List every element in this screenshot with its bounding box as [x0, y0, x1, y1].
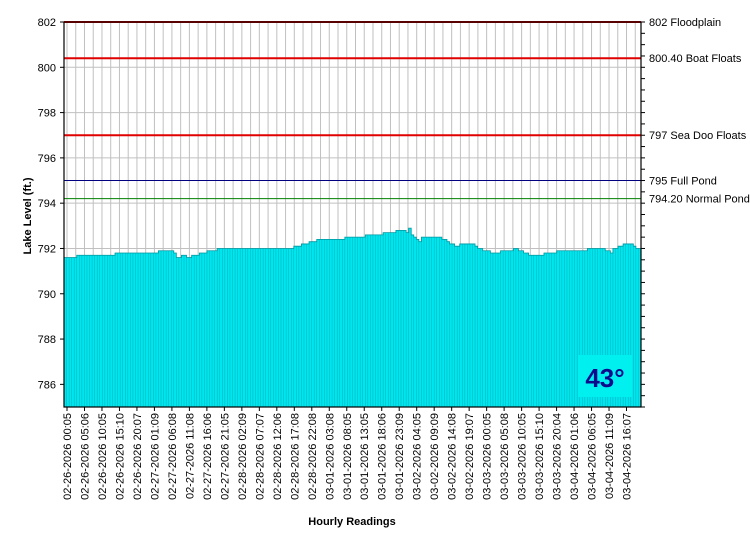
x-tick-label: 03-02-2026 09:09 [429, 413, 441, 500]
x-tick-label: 02-26-2026 05:06 [79, 413, 91, 500]
x-tick-label: 03-03-2026 05:08 [499, 413, 511, 500]
x-tick-label: 03-01-2026 18:06 [377, 413, 389, 500]
x-tick-label: 03-01-2026 03:08 [324, 413, 336, 500]
y-tick-label: 794 [38, 198, 56, 210]
x-tick-label: 03-03-2026 10:05 [517, 413, 529, 500]
y-axis-title: Lake Level (ft.) [22, 177, 34, 254]
x-tick-label: 02-26-2026 20:07 [132, 413, 144, 500]
x-axis-ticks: 02-26-2026 00:05 02-26-2026 05:06 02-26-20… [62, 407, 634, 500]
x-tick-label: 03-03-2026 20:04 [552, 413, 564, 500]
reference-line-label: 802 Floodplain [649, 17, 721, 29]
x-tick-label: 02-28-2026 02:09 [237, 413, 249, 500]
x-tick-label: 02-28-2026 17:08 [289, 413, 301, 500]
x-tick-label: 02-26-2026 00:05 [62, 413, 74, 500]
x-tick-label: 02-28-2026 07:07 [254, 413, 266, 500]
x-tick-label: 03-01-2026 13:05 [359, 413, 371, 500]
x-tick-label: 02-26-2026 15:10 [114, 413, 126, 500]
x-tick-label: 03-03-2026 00:05 [482, 413, 494, 500]
x-tick-label: 02-27-2026 16:06 [202, 413, 214, 500]
x-tick-label: 03-02-2026 19:07 [464, 413, 476, 500]
y-tick-label: 788 [38, 334, 56, 346]
reference-line-label: 794.20 Normal Pond [649, 194, 750, 206]
x-tick-label: 02-28-2026 12:06 [272, 413, 284, 500]
x-tick-label: 02-27-2026 01:09 [149, 413, 161, 500]
x-tick-label: 03-02-2026 14:08 [447, 413, 459, 500]
x-tick-label: 02-28-2026 22:08 [307, 413, 319, 500]
y-tick-label: 800 [38, 62, 56, 74]
y-tick-label: 796 [38, 153, 56, 165]
y-tick-label: 802 [38, 17, 56, 29]
x-tick-label: 02-27-2026 11:08 [184, 413, 196, 499]
x-tick-label: 03-01-2026 23:09 [394, 413, 406, 500]
x-tick-label: 03-03-2026 15:10 [534, 413, 546, 500]
x-tick-label: 03-02-2026 04:05 [412, 413, 424, 500]
y-tick-label: 792 [38, 243, 56, 255]
lake-level-line [64, 227, 641, 258]
temperature-badge-background [578, 355, 632, 397]
x-tick-label: 02-27-2026 21:05 [219, 413, 231, 500]
y-tick-label: 790 [38, 289, 56, 301]
x-tick-label: 03-04-2026 01:06 [569, 413, 581, 500]
x-tick-label: 03-01-2026 08:05 [342, 413, 354, 500]
x-tick-label: 02-26-2026 10:05 [97, 413, 109, 500]
x-tick-label: 03-04-2026 16:07 [622, 413, 634, 500]
reference-line-label: 800.40 Boat Floats [649, 53, 742, 65]
reference-line-label: 795 Full Pond [649, 176, 717, 188]
temperature-badge-text: 43° [585, 363, 624, 393]
x-tick-label: 03-04-2026 11:09 [604, 413, 616, 499]
x-tick-label: 02-27-2026 06:08 [167, 413, 179, 500]
y-tick-label: 786 [38, 379, 56, 391]
y-tick-label: 798 [38, 108, 56, 120]
data-area [63, 227, 641, 407]
y-axis-ticks: 786 788 790 792 794 796 798 800 802 [38, 17, 645, 408]
temperature-badge: 43° [578, 355, 632, 397]
reference-line-label: 797 Sea Doo Floats [649, 130, 747, 142]
x-tick-label: 03-04-2026 06:05 [587, 413, 599, 500]
x-axis-title: Hourly Readings [308, 516, 395, 528]
